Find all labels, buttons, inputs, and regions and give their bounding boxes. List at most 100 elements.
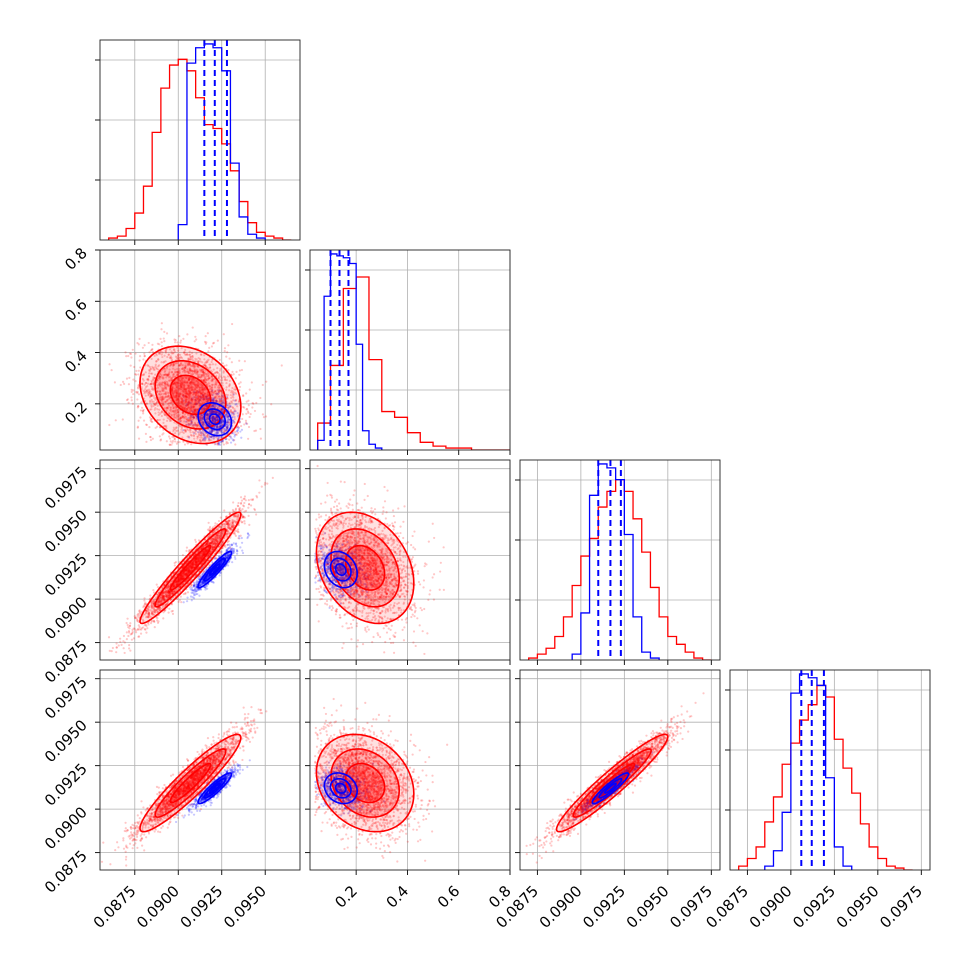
point-red — [110, 650, 113, 653]
point-red — [177, 403, 180, 406]
point-red — [178, 381, 181, 385]
point-red — [211, 378, 214, 381]
point-red — [201, 379, 204, 382]
point-red — [205, 375, 208, 378]
point-red — [160, 345, 163, 348]
point-red — [194, 370, 197, 373]
point-blue — [209, 423, 212, 426]
point-blue — [235, 430, 238, 433]
point-red — [211, 415, 215, 418]
point-red — [148, 372, 151, 375]
point-red — [174, 407, 177, 411]
point-red — [164, 392, 167, 395]
point-red — [180, 428, 183, 431]
panel-frame — [729, 669, 931, 871]
point-red — [167, 611, 170, 614]
point-red — [172, 409, 175, 413]
point-red — [164, 350, 167, 353]
point-red — [201, 389, 204, 392]
point-red — [197, 400, 201, 403]
point-red — [181, 416, 184, 419]
point-red — [132, 378, 135, 381]
point-red — [163, 412, 166, 415]
point-red — [184, 361, 187, 364]
point-red — [242, 394, 245, 397]
point-red — [148, 392, 151, 395]
point-red — [168, 364, 172, 367]
point-red — [135, 369, 138, 372]
point-red — [215, 394, 218, 397]
point-blue — [221, 408, 224, 411]
point-red — [151, 347, 154, 351]
point-red — [204, 381, 208, 384]
point-red — [196, 390, 199, 393]
point-red — [204, 416, 207, 419]
point-red — [232, 411, 235, 414]
point-red — [233, 408, 236, 411]
point-red — [174, 409, 177, 412]
point-blue — [236, 415, 240, 418]
point-red — [176, 378, 179, 381]
point-red — [229, 405, 232, 409]
point-blue — [217, 442, 221, 445]
point-red — [180, 399, 184, 403]
point-red — [180, 406, 184, 409]
point-red — [211, 383, 214, 386]
point-red — [202, 368, 205, 371]
point-red — [205, 405, 208, 408]
point-red — [182, 368, 185, 371]
point-red — [177, 414, 180, 418]
point-red — [204, 396, 208, 399]
point-red — [196, 424, 199, 427]
point-red — [190, 403, 193, 406]
point-red — [146, 391, 149, 394]
point-red — [202, 371, 205, 374]
point-red — [167, 397, 171, 401]
point-red — [234, 388, 237, 391]
point-red — [253, 429, 256, 433]
point-red — [231, 406, 235, 410]
point-red — [180, 401, 183, 404]
grid — [355, 250, 511, 450]
point-red — [181, 412, 185, 415]
point-red — [165, 427, 168, 430]
point-red — [180, 398, 183, 401]
point-red — [186, 420, 189, 423]
point-red — [142, 372, 146, 376]
point-red — [161, 388, 164, 391]
point-red — [183, 369, 186, 372]
point-red — [253, 508, 257, 512]
point-red — [213, 437, 216, 440]
point-red — [171, 389, 174, 392]
point-red — [190, 369, 193, 372]
point-red — [195, 415, 198, 418]
point-red — [214, 381, 217, 385]
point-red — [207, 439, 210, 442]
point-red — [218, 373, 221, 376]
point-red — [206, 397, 209, 401]
point-red — [171, 391, 174, 394]
point-red — [201, 423, 205, 426]
point-red — [183, 366, 186, 370]
point-red — [197, 380, 200, 383]
point-red — [169, 406, 172, 409]
point-red — [137, 419, 140, 422]
point-red — [205, 435, 209, 438]
point-red — [177, 399, 180, 402]
point-red — [188, 353, 192, 356]
point-red — [184, 404, 187, 407]
point-red — [191, 424, 194, 428]
point-red — [167, 394, 170, 397]
point-red — [235, 370, 238, 373]
point-red — [203, 376, 206, 379]
point-blue — [207, 421, 210, 424]
point-blue — [200, 422, 204, 425]
point-red — [198, 390, 202, 394]
point-red — [160, 382, 163, 386]
point-red — [125, 377, 129, 380]
point-red — [152, 404, 155, 408]
point-red — [134, 372, 137, 376]
point-red — [218, 398, 222, 401]
point-red — [194, 369, 197, 372]
point-red — [227, 369, 230, 372]
